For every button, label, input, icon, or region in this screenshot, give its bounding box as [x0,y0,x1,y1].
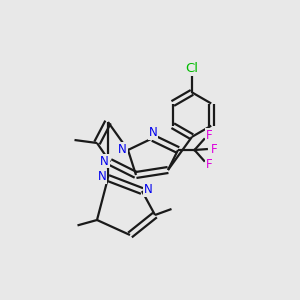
Text: F: F [206,129,213,142]
Text: N: N [118,142,127,156]
Text: N: N [100,154,109,168]
Text: F: F [211,142,217,156]
Text: N: N [148,126,158,139]
Text: Cl: Cl [185,62,199,75]
Text: N: N [98,170,106,183]
Text: F: F [206,158,213,171]
Text: N: N [144,183,152,196]
